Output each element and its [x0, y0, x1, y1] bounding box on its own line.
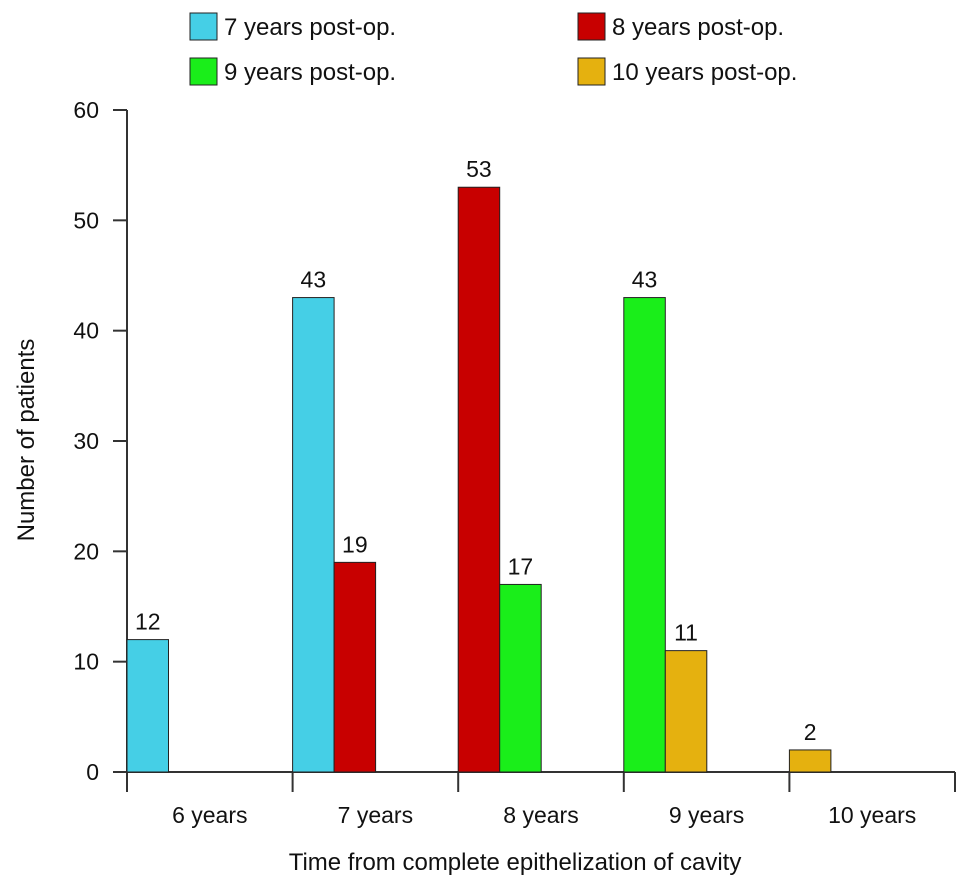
bar: [333, 561, 377, 773]
bar: [499, 583, 542, 773]
y-tick-label: 20: [73, 538, 99, 564]
legend-swatch: [189, 57, 218, 86]
legend-label: 7 years post-op.: [224, 14, 396, 41]
bar-value-label: 12: [135, 609, 161, 635]
bar: [292, 297, 335, 773]
x-axis-title: Time from complete epithelization of cav…: [289, 849, 742, 876]
x-tick-label: 7 years: [338, 802, 413, 828]
y-tick-label: 0: [86, 759, 99, 785]
bar-value-label: 2: [804, 719, 817, 745]
y-axis-title: Number of patients: [13, 339, 40, 542]
bar: [788, 749, 832, 773]
y-tick-label: 60: [73, 97, 99, 123]
legend-swatch: [189, 12, 218, 41]
y-tick-label: 40: [73, 318, 99, 344]
x-tick-label: 6 years: [172, 802, 247, 828]
legend-swatch: [577, 57, 606, 86]
y-tick-label: 10: [73, 649, 99, 675]
x-tick-label: 10 years: [828, 802, 916, 828]
y-tick-label: 50: [73, 207, 99, 233]
y-axis: 0 10 20 30 40 50 60: [73, 97, 128, 785]
bar-value-label: 11: [674, 620, 698, 646]
x-axis: 6 years 7 years 8 years 9 years 10 years: [126, 771, 956, 828]
bar: [664, 650, 708, 773]
bar-value-label: 19: [342, 531, 368, 557]
legend-label: 8 years post-op.: [612, 14, 784, 41]
legend-label: 10 years post-op.: [612, 59, 797, 86]
x-tick-label: 9 years: [669, 802, 744, 828]
legend: 7 years post-op. 8 years post-op. 9 years …: [189, 12, 797, 86]
legend-label: 9 years post-op.: [224, 59, 396, 86]
y-tick-label: 30: [73, 428, 99, 454]
bar-value-label: 43: [632, 267, 658, 293]
bar-value-label: 43: [301, 267, 327, 293]
bars: 12 43 19 53 17 43 11 2: [126, 156, 832, 773]
bar-value-label: 17: [508, 553, 534, 579]
x-tick-label: 8 years: [503, 802, 578, 828]
bar: [623, 297, 666, 773]
bar: [457, 186, 501, 773]
legend-swatch: [577, 12, 606, 41]
bar: [126, 639, 169, 773]
bar-value-label: 53: [466, 156, 492, 182]
